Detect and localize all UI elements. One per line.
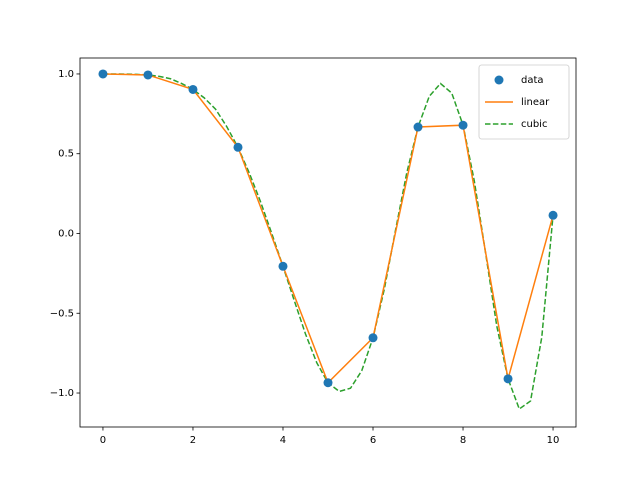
- y-tick-label: 0.0: [58, 228, 74, 239]
- legend-label: data: [521, 75, 544, 86]
- x-tick-label: 6: [370, 435, 376, 446]
- y-tick-label: −1.0: [50, 388, 74, 399]
- x-tick-label: 2: [190, 435, 196, 446]
- data-point: [548, 210, 558, 220]
- data-point: [368, 333, 378, 343]
- y-tick-label: 0.5: [58, 149, 74, 160]
- legend-label: cubic: [521, 119, 547, 130]
- data-point: [458, 120, 468, 130]
- y-tick-label: −0.5: [50, 308, 74, 319]
- data-point: [413, 122, 423, 132]
- x-tick-label: 10: [547, 435, 560, 446]
- data-point: [323, 378, 333, 388]
- plot-frame: [79, 57, 577, 428]
- data-point: [278, 261, 288, 271]
- legend-label: linear: [521, 97, 550, 108]
- data-point: [188, 84, 198, 94]
- data-point: [233, 142, 243, 152]
- data-point: [143, 70, 153, 80]
- x-tick-label: 8: [460, 435, 466, 446]
- data-point: [98, 69, 108, 79]
- y-tick-label: 1.0: [58, 69, 74, 80]
- x-tick-label: 0: [100, 435, 106, 446]
- x-tick-label: 4: [280, 435, 286, 446]
- data-point: [503, 374, 513, 384]
- legend-marker: [494, 75, 504, 85]
